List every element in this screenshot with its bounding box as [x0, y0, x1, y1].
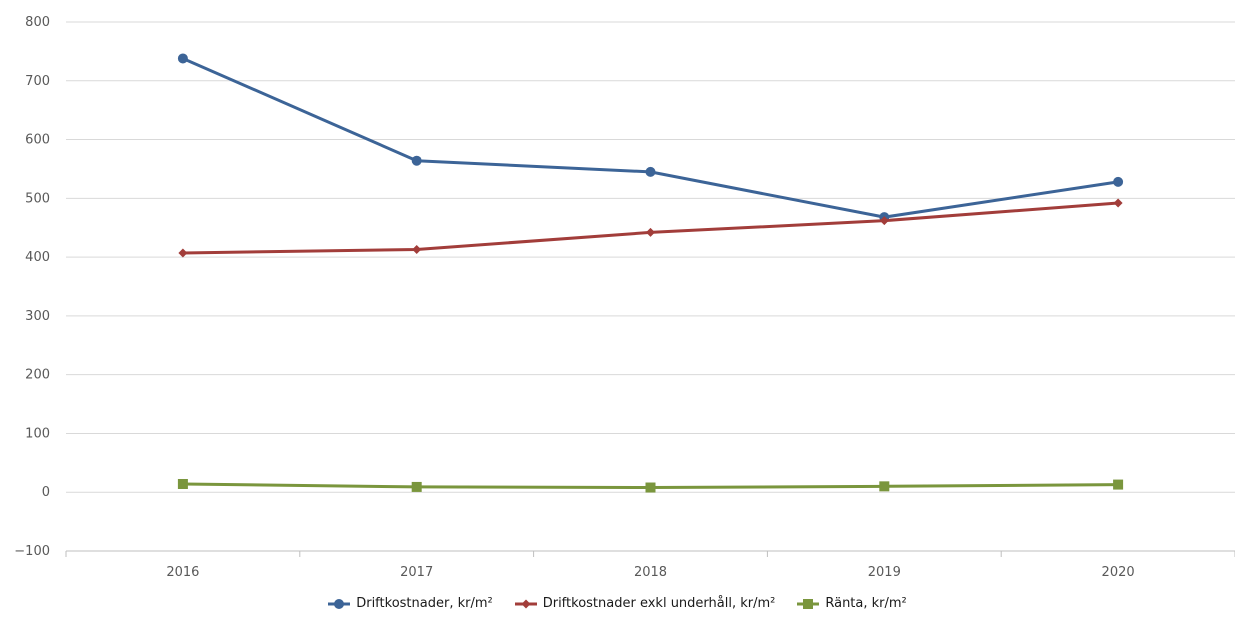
- data-point: [411, 155, 422, 166]
- data-point: [645, 482, 656, 493]
- data-point: [334, 598, 345, 609]
- legend-label: Driftkostnader, kr/m²: [356, 596, 493, 611]
- data-point: [1113, 176, 1124, 187]
- data-point: [178, 248, 188, 258]
- y-tick-label: 400: [25, 250, 50, 265]
- y-axis-tick-labels: −100 0 100 200 300 400 500 600 700 800: [14, 15, 50, 559]
- data-point: [646, 227, 655, 237]
- y-tick-label: 300: [25, 309, 50, 324]
- x-tick-label: 2017: [400, 565, 433, 580]
- legend-swatch: [514, 599, 537, 608]
- data-point: [803, 598, 814, 609]
- data-point: [1113, 198, 1123, 208]
- legend-item: Driftkostnader, kr/m²: [328, 596, 493, 611]
- y-tick-label: 0: [42, 485, 50, 500]
- data-point: [177, 53, 188, 64]
- y-tick-label: 800: [25, 15, 50, 30]
- data-point: [645, 166, 656, 177]
- y-tick-label: 700: [25, 74, 50, 89]
- data-point: [412, 244, 422, 254]
- gridlines: [66, 21, 1235, 493]
- y-tick-label: 200: [25, 368, 50, 383]
- x-tick-label: 2019: [868, 565, 901, 580]
- legend-item: Ränta, kr/m²: [797, 596, 907, 611]
- chart-legend: Driftkostnader, kr/m² Driftkostnader exkl…: [0, 596, 1235, 611]
- legend-item: Driftkostnader exkl underhåll, kr/m²: [514, 596, 776, 611]
- series-2: [177, 478, 1124, 493]
- legend-swatch: [797, 598, 820, 609]
- x-tick-label: 2020: [1102, 565, 1135, 580]
- series-lines: [177, 53, 1124, 493]
- data-point: [177, 478, 188, 489]
- legend-swatch: [328, 598, 351, 609]
- series-line: [181, 56, 1120, 219]
- series-1: [178, 198, 1123, 258]
- series-0: [177, 53, 1124, 223]
- data-point: [1113, 479, 1124, 490]
- data-point: [521, 599, 531, 608]
- y-tick-label: −100: [14, 544, 50, 559]
- y-tick-label: 500: [25, 191, 50, 206]
- legend-label: Driftkostnader exkl underhåll, kr/m²: [542, 596, 776, 611]
- x-tick-label: 2016: [166, 565, 199, 580]
- data-point: [879, 216, 889, 226]
- x-axis: [65, 550, 1235, 557]
- x-tick-label: 2018: [634, 565, 667, 580]
- data-point: [879, 481, 890, 492]
- legend-label: Ränta, kr/m²: [825, 596, 907, 611]
- y-tick-label: 100: [25, 426, 50, 441]
- data-point: [411, 481, 422, 492]
- y-tick-label: 600: [25, 133, 50, 148]
- x-axis-tick-labels: 2016 2017 2018 2019 2020: [166, 565, 1134, 580]
